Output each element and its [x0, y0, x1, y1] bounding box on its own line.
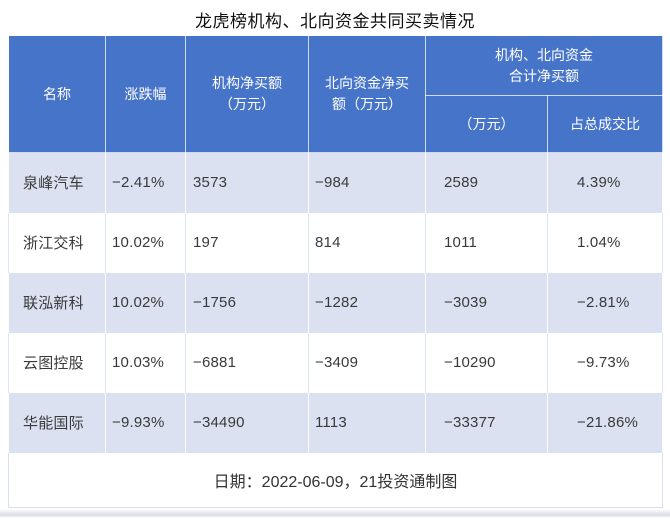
cell-name: 泉峰汽车 [8, 152, 106, 213]
cell-inst-net: −34490 [185, 392, 309, 453]
cell-combined-amount: −10290 [425, 332, 548, 393]
cell-change: −9.93% [105, 392, 186, 453]
cell-north-net: −984 [308, 152, 426, 213]
col-header-name: 名称 [8, 35, 106, 153]
cell-combined-amount: 1011 [425, 212, 548, 273]
cell-north-net: 814 [308, 212, 426, 273]
source-note: 日期：2022-06-09，21投资通制图 [8, 452, 663, 508]
cell-north-net: −1282 [308, 272, 426, 333]
col-header-north-net: 北向资金净买 额（万元） [308, 35, 426, 153]
cell-change: −2.41% [105, 152, 186, 213]
cell-inst-net: 197 [185, 212, 309, 273]
cell-north-net: 1113 [308, 392, 426, 453]
cell-north-net: −3409 [308, 332, 426, 393]
table-row: 华能国际 −9.93% −34490 1113 −33377 −21.86% [8, 392, 663, 453]
col-header-change: 涨跌幅 [105, 35, 186, 153]
cell-name: 联泓新科 [8, 272, 106, 333]
table-row: 浙江交科 10.02% 197 814 1011 1.04% [8, 212, 663, 273]
col-header-inst-net: 机构净买额 （万元） [185, 35, 309, 153]
table-row: 云图控股 10.03% −6881 −3409 −10290 −9.73% [8, 332, 663, 393]
col-header-combined-group: 机构、北向资金 合计净买额 [425, 35, 663, 96]
cell-change: 10.02% [105, 272, 186, 333]
header-row-top: 名称 涨跌幅 机构净买额 （万元） 北向资金净买 额（万元） 机构、北向资金 合… [8, 35, 663, 153]
bottom-shadow [0, 509, 670, 517]
data-table: 名称 涨跌幅 机构净买额 （万元） 北向资金净买 额（万元） 机构、北向资金 合… [8, 35, 663, 508]
cell-change: 10.03% [105, 332, 186, 393]
cell-combined-amount: −33377 [425, 392, 548, 453]
cell-inst-net: −1756 [185, 272, 309, 333]
cell-combined-amount: 2589 [425, 152, 548, 213]
table-row: 泉峰汽车 −2.41% 3573 −984 2589 4.39% [8, 152, 663, 213]
cell-combined-ratio: 1.04% [547, 212, 663, 273]
footer-row: 日期：2022-06-09，21投资通制图 [8, 452, 663, 508]
cell-combined-ratio: −21.86% [547, 392, 663, 453]
cell-inst-net: −6881 [185, 332, 309, 393]
col-header-combined-ratio: 占总成交比 [547, 95, 663, 153]
page-title: 龙虎榜机构、北向资金共同买卖情况 [195, 12, 475, 31]
cell-name: 浙江交科 [8, 212, 106, 273]
cell-name: 云图控股 [8, 332, 106, 393]
col-header-combined-amount: （万元） [425, 95, 548, 153]
cell-name: 华能国际 [8, 392, 106, 453]
cell-combined-amount: −3039 [425, 272, 548, 333]
header-row-sub: （万元） 占总成交比 [9, 95, 663, 153]
cell-combined-ratio: −9.73% [547, 332, 663, 393]
table-row: 联泓新科 10.02% −1756 −1282 −3039 −2.81% [8, 272, 663, 333]
cell-change: 10.02% [105, 212, 186, 273]
cell-combined-ratio: −2.81% [547, 272, 663, 333]
cell-inst-net: 3573 [185, 152, 309, 213]
cell-combined-ratio: 4.39% [547, 152, 663, 213]
